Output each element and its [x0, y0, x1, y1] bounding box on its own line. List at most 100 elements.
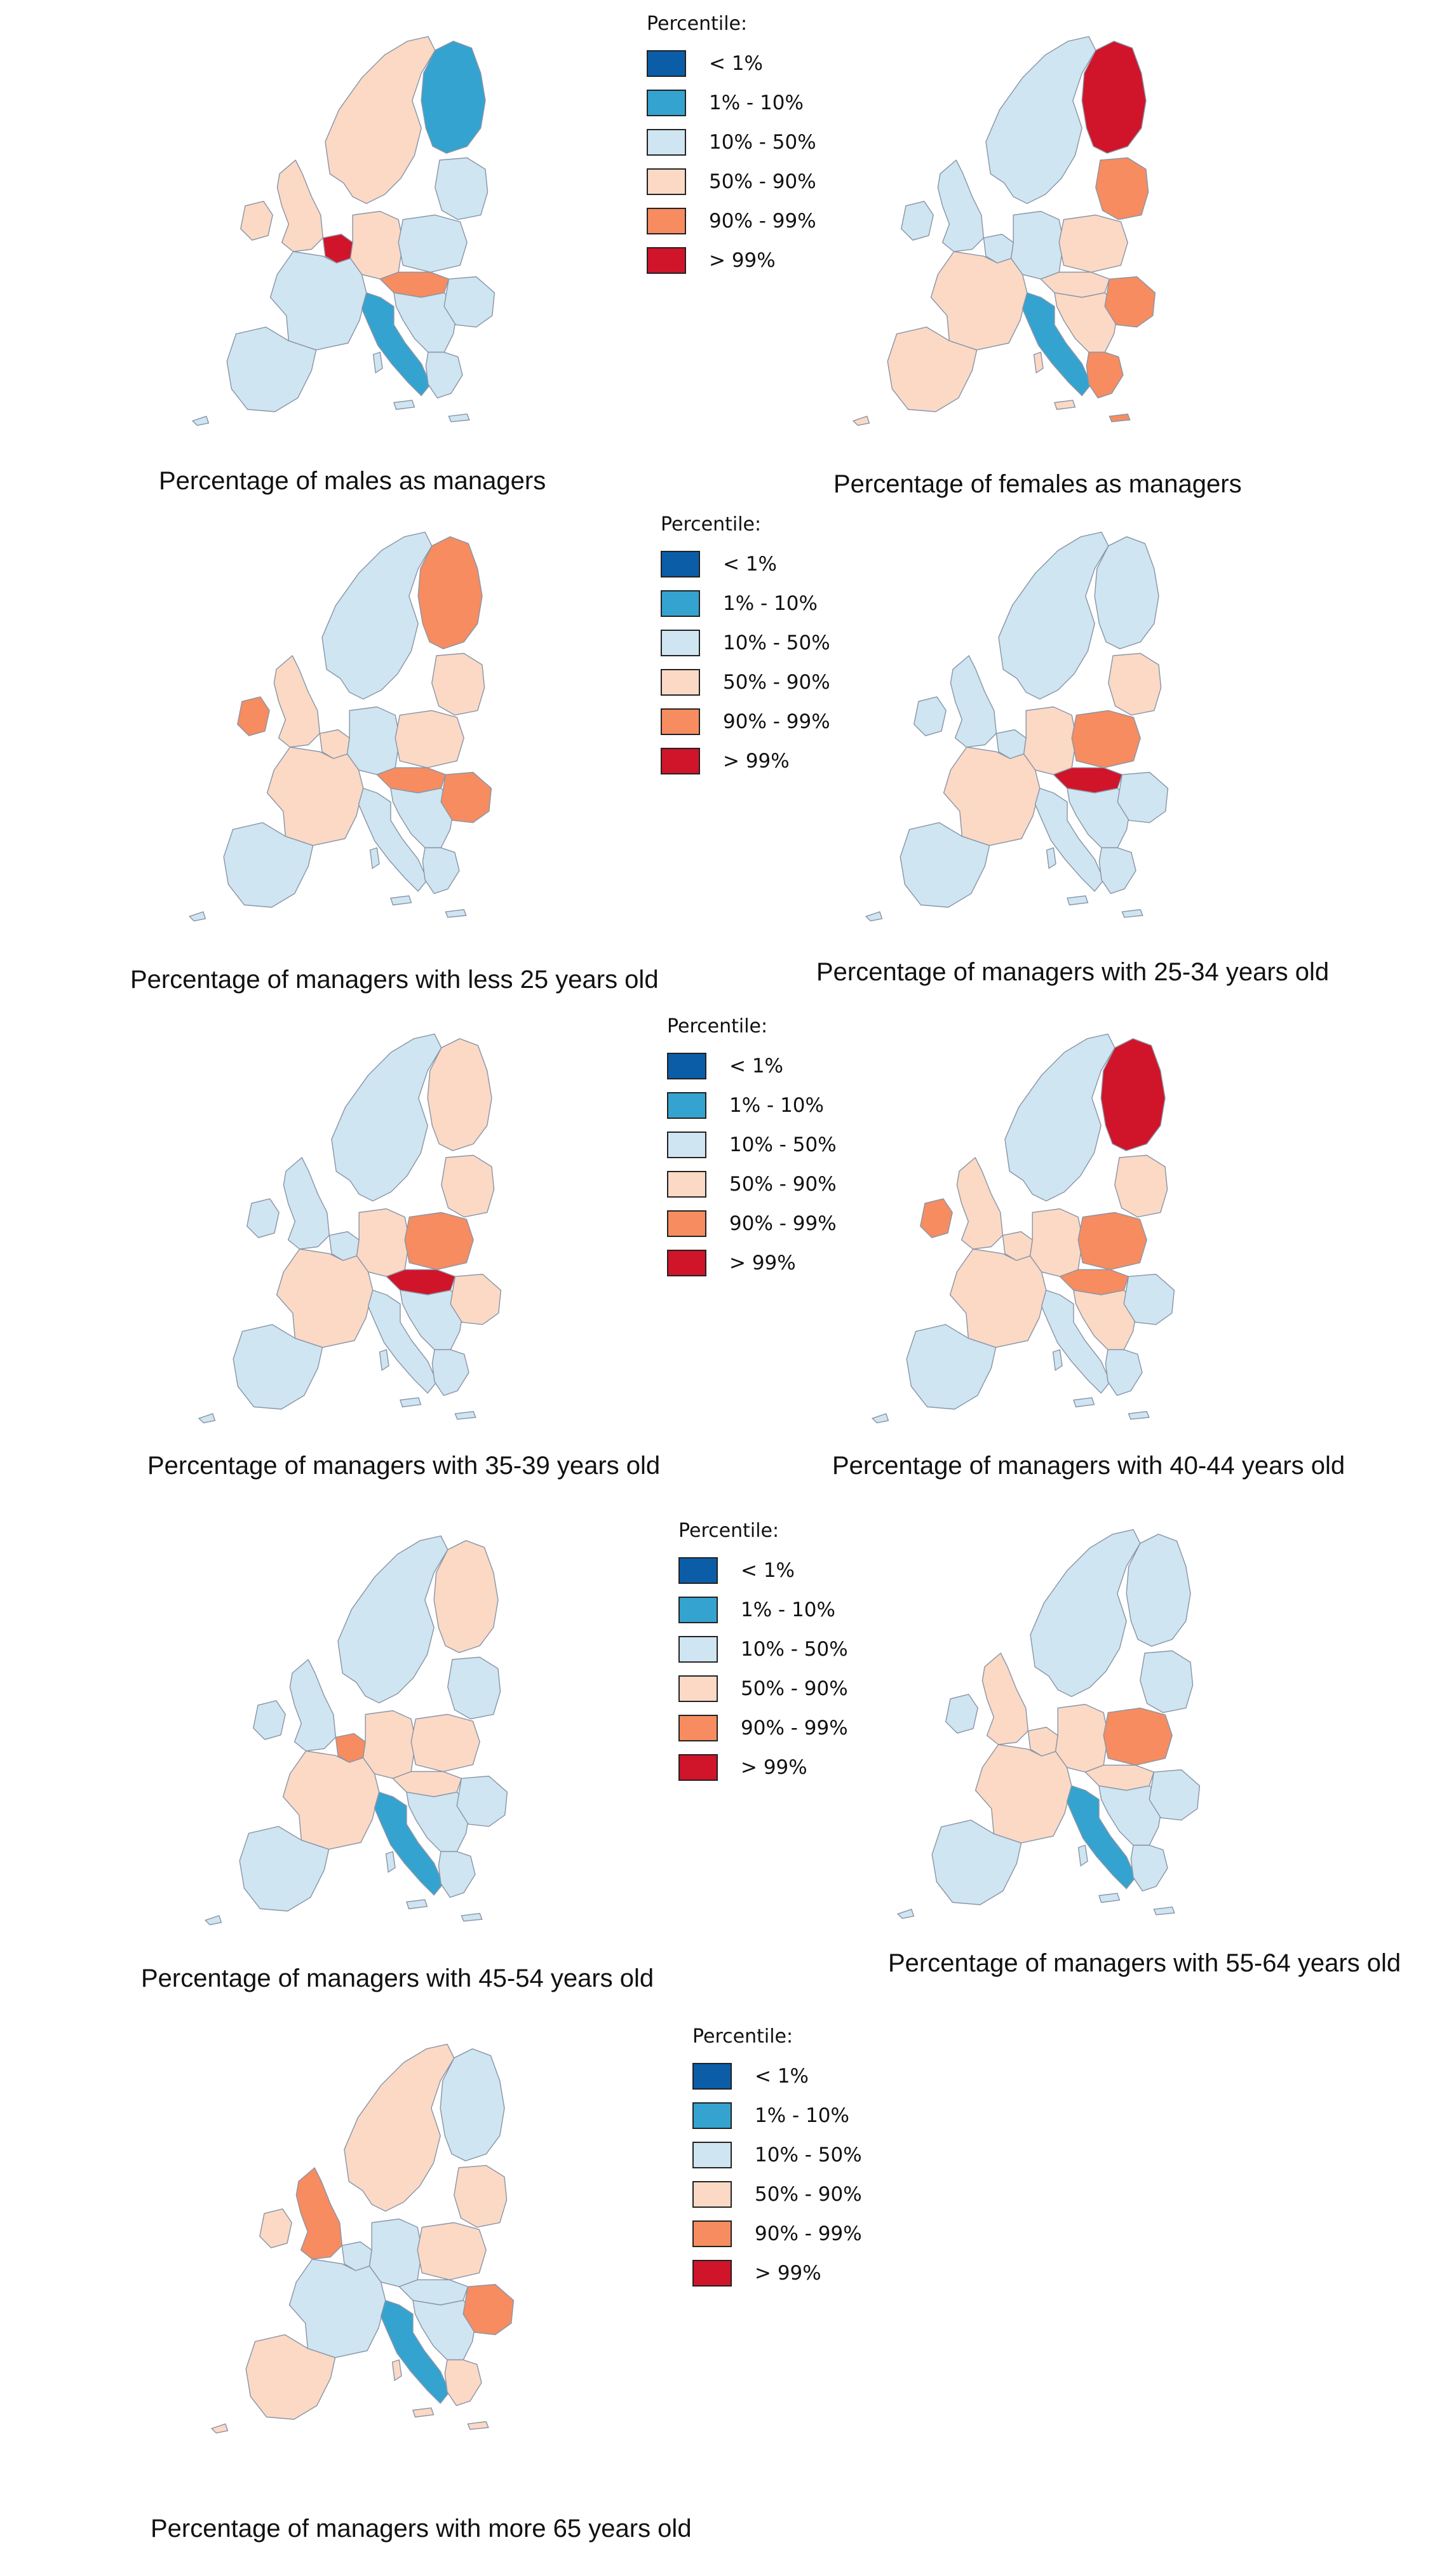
- legend-2: Percentile: < 1% 1% - 10% 10% - 50% 50% - 90…: [661, 513, 830, 781]
- legend-label: 10% - 50%: [709, 131, 816, 154]
- legend-label: 50% - 90%: [709, 170, 816, 193]
- island-0: [1052, 1349, 1063, 1372]
- region-baltics: [454, 2165, 508, 2228]
- legend-row: 1% - 10%: [678, 1590, 848, 1630]
- legend-swatch: [678, 1754, 718, 1781]
- region-ireland: [240, 201, 273, 241]
- region-uk: [937, 159, 985, 252]
- legend-swatch: [678, 1636, 718, 1663]
- region-baltics: [435, 157, 489, 220]
- region-italy: [1021, 292, 1092, 396]
- region-finland: [1126, 1534, 1191, 1647]
- region-greece: [431, 1349, 469, 1396]
- region-romania: [1149, 1769, 1201, 1821]
- region-poland: [404, 1212, 474, 1271]
- legend-label: 90% - 99%: [741, 1717, 848, 1740]
- region-ireland: [237, 696, 270, 736]
- legend-row: > 99%: [647, 241, 816, 280]
- region-iberia: [223, 822, 314, 908]
- region-poland: [1077, 1212, 1147, 1271]
- region-poland: [1103, 1707, 1173, 1766]
- island-3: [896, 1909, 915, 1919]
- region-romania: [440, 771, 492, 823]
- region-poland: [417, 2222, 487, 2281]
- island-0: [379, 1349, 389, 1372]
- island-3: [188, 911, 206, 922]
- region-scandinavia: [985, 36, 1096, 205]
- legend-swatch: [647, 208, 686, 234]
- legend-swatch: [667, 1132, 706, 1158]
- region-baltics: [1108, 652, 1162, 716]
- legend-row: < 1%: [647, 44, 816, 83]
- island-1: [393, 400, 415, 410]
- legend-swatch: [692, 2102, 732, 2129]
- region-france: [949, 1248, 1047, 1348]
- region-iberia: [226, 327, 317, 412]
- legend-swatch: [661, 551, 700, 578]
- region-ireland: [901, 201, 934, 241]
- caption-map-5: Percentage of managers with 35-39 years …: [147, 1452, 661, 1480]
- legend-swatch: [667, 1092, 706, 1119]
- region-italy: [361, 292, 431, 396]
- region-uk: [956, 1157, 1004, 1250]
- island-2: [461, 1912, 483, 1922]
- island-3: [210, 2423, 229, 2434]
- legend-5: Percentile: < 1% 1% - 10% 10% - 50% 50% - 90…: [692, 2025, 862, 2293]
- legend-row: > 99%: [661, 741, 830, 781]
- island-2: [448, 413, 470, 422]
- island-1: [406, 1899, 428, 1910]
- region-ireland: [920, 1198, 953, 1238]
- legend-swatch: [667, 1053, 706, 1079]
- region-italy: [1066, 1785, 1136, 1889]
- region-uk: [950, 655, 997, 748]
- region-iberia: [245, 2334, 336, 2420]
- legend-label: < 1%: [709, 52, 764, 75]
- region-italy: [380, 2300, 450, 2404]
- legend-swatch: [647, 50, 686, 77]
- legend-label: 90% - 99%: [729, 1212, 837, 1235]
- region-france: [276, 1248, 374, 1348]
- island-2: [454, 1410, 476, 1420]
- legend-row: 90% - 99%: [647, 201, 816, 241]
- region-uk: [273, 655, 321, 748]
- region-uk: [295, 2167, 343, 2260]
- legend-3: Percentile: < 1% 1% - 10% 10% - 50% 50% - 90…: [667, 1015, 837, 1283]
- legend-row: 50% - 90%: [647, 162, 816, 201]
- legend-label: 1% - 10%: [729, 1094, 824, 1117]
- map-6: [871, 1033, 1175, 1424]
- region-finland: [417, 536, 483, 649]
- region-scandinavia: [325, 36, 436, 205]
- legend-row: 50% - 90%: [667, 1165, 837, 1204]
- legend-row: 10% - 50%: [678, 1630, 848, 1669]
- legend-label: > 99%: [741, 1756, 807, 1779]
- region-baltics: [441, 1154, 495, 1218]
- map-5: [198, 1033, 502, 1424]
- legend-label: < 1%: [723, 553, 778, 576]
- region-greece: [422, 847, 460, 895]
- island-2: [467, 2421, 489, 2430]
- region-uk: [283, 1157, 330, 1250]
- legend-label: > 99%: [729, 1252, 796, 1274]
- region-finland: [421, 41, 486, 154]
- region-iberia: [233, 1324, 323, 1410]
- legend-row: 10% - 50%: [661, 623, 830, 663]
- legend-row: 1% - 10%: [692, 2096, 862, 2135]
- map-7: [204, 1535, 508, 1926]
- map-1: [191, 36, 495, 426]
- island-2: [1153, 1906, 1175, 1916]
- region-iberia: [906, 1324, 997, 1410]
- region-poland: [394, 710, 464, 769]
- island-1: [1073, 1397, 1095, 1408]
- caption-map-6: Percentage of managers with 40-44 years …: [832, 1452, 1345, 1480]
- region-france: [930, 251, 1028, 351]
- region-finland: [427, 1038, 492, 1151]
- island-0: [372, 351, 383, 374]
- legend-row: < 1%: [661, 544, 830, 584]
- legend-1: Percentile: < 1% 1% - 10% 10% - 50% 50% - 90…: [647, 13, 816, 280]
- region-scandinavia: [1030, 1529, 1141, 1698]
- region-iberia: [931, 1820, 1022, 1905]
- region-greece: [1086, 351, 1124, 399]
- legend-row: 1% - 10%: [667, 1086, 837, 1125]
- legend-label: 50% - 90%: [729, 1173, 837, 1196]
- region-greece: [438, 1851, 476, 1898]
